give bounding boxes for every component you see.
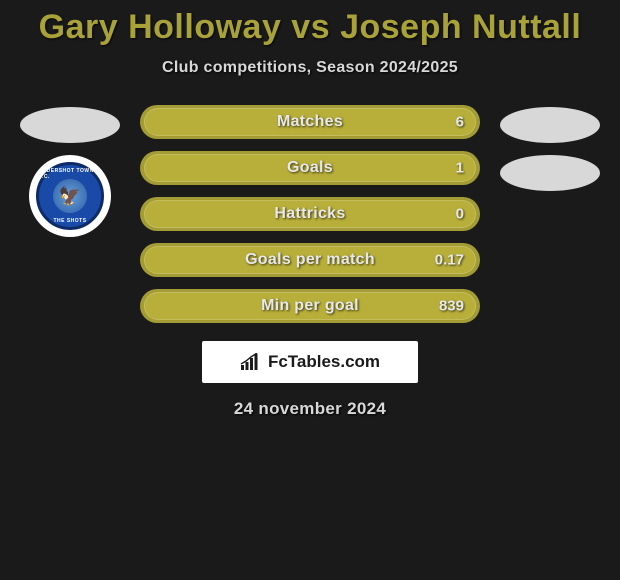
stat-bar: Min per goal 839: [140, 289, 480, 323]
stat-value-right: 0: [456, 206, 464, 223]
club-badge-inner: ALDERSHOT TOWN F.C. 🦅 THE SHOTS: [36, 162, 104, 230]
bars-chart-icon: [240, 353, 262, 371]
subtitle: Club competitions, Season 2024/2025: [162, 59, 458, 77]
stat-bar: Hattricks 0: [140, 197, 480, 231]
stat-bar: Matches 6: [140, 105, 480, 139]
player2-photo-placeholder: [500, 107, 600, 143]
player2-club-placeholder: [500, 155, 600, 191]
stat-bar: Goals 1: [140, 151, 480, 185]
phoenix-icon: 🦅: [59, 186, 81, 207]
main-row: ALDERSHOT TOWN F.C. 🦅 THE SHOTS Matches 6…: [0, 105, 620, 323]
club-badge-bottom-text: THE SHOTS: [53, 218, 86, 224]
right-player-col: [500, 105, 600, 191]
player1-club-badge: ALDERSHOT TOWN F.C. 🦅 THE SHOTS: [29, 155, 111, 237]
brand-box: FcTables.com: [202, 341, 418, 383]
stats-bars: Matches 6 Goals 1 Hattricks 0 Goals per match 0…: [140, 105, 480, 323]
stat-bar: Goals per match 0.17: [140, 243, 480, 277]
date-line: 24 november 2024: [234, 399, 386, 419]
page-title: Gary Holloway vs Joseph Nuttall: [39, 8, 582, 47]
stat-value-right: 839: [439, 298, 464, 315]
stat-label: Matches: [277, 113, 343, 131]
stat-label: Goals: [287, 159, 333, 177]
stat-value-right: 0.17: [435, 252, 464, 269]
infographic-container: Gary Holloway vs Joseph Nuttall Club com…: [0, 0, 620, 419]
stat-label: Goals per match: [245, 251, 375, 269]
stat-value-right: 1: [456, 160, 464, 177]
stat-label: Min per goal: [261, 297, 359, 315]
club-badge-top-text: ALDERSHOT TOWN F.C.: [39, 168, 101, 180]
brand-text: FcTables.com: [268, 352, 380, 372]
club-badge-center: 🦅: [53, 179, 87, 213]
stat-label: Hattricks: [274, 205, 345, 223]
player1-photo-placeholder: [20, 107, 120, 143]
left-player-col: ALDERSHOT TOWN F.C. 🦅 THE SHOTS: [20, 105, 120, 237]
stat-value-right: 6: [456, 114, 464, 131]
